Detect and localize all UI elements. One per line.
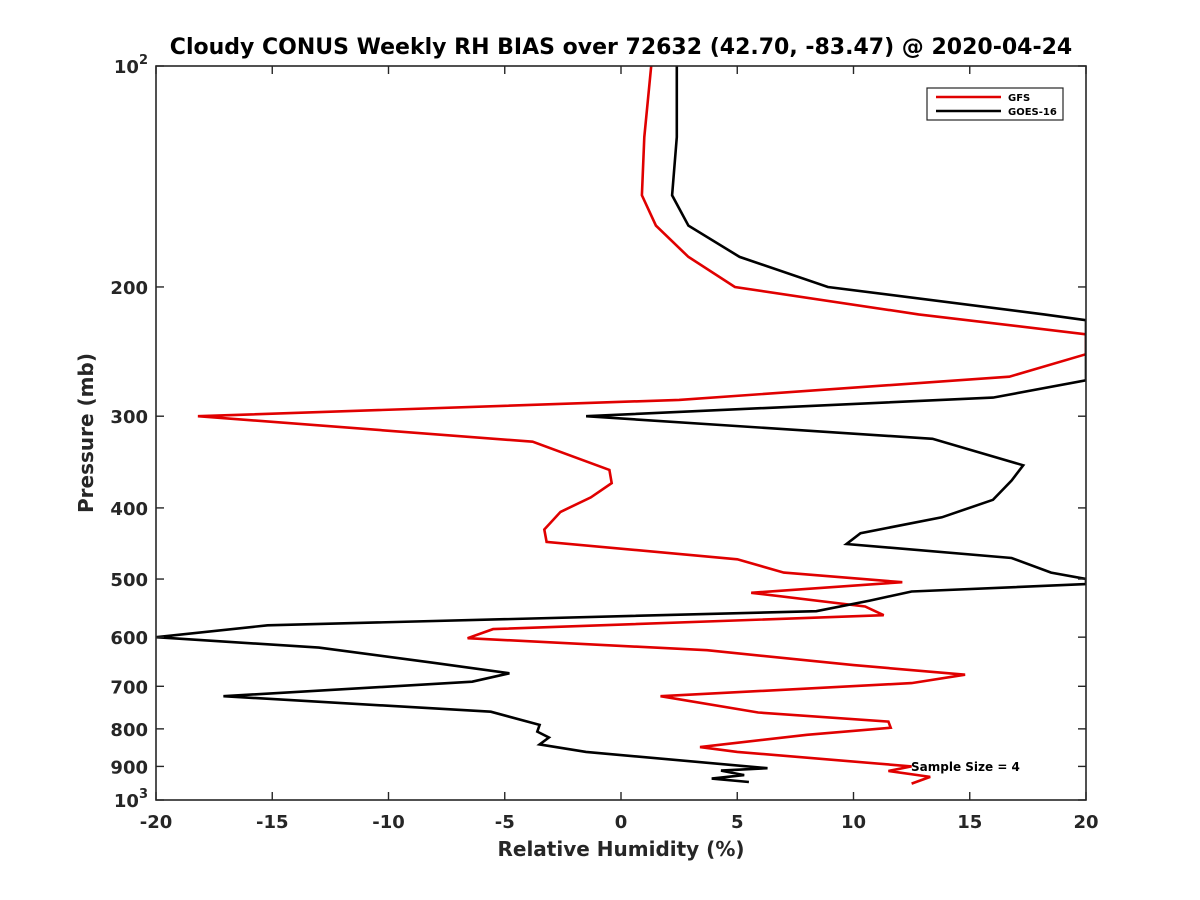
y-tick-label: 200 [110, 278, 148, 299]
x-axis: -20 -15 -10 -5 0 5 10 15 20 [140, 66, 1099, 833]
series-line-gfs [197, 66, 1086, 785]
x-tick-label: 5 [731, 812, 744, 833]
x-tick-label: -20 [140, 812, 173, 833]
legend: GFS GOES-16 [926, 87, 1064, 121]
legend-label: GFS [1008, 93, 1030, 104]
y-tick-label: 103 [114, 787, 148, 812]
x-tick-label: 15 [957, 812, 982, 833]
y-tick-label: 700 [110, 677, 148, 698]
plot-area [156, 66, 1086, 785]
series-layer [156, 66, 1086, 785]
sample-size-annotation: Sample Size = 4 [911, 760, 1020, 774]
y-tick-label: 400 [110, 499, 148, 520]
x-axis-label: Relative Humidity (%) [497, 837, 744, 861]
chart-title: Cloudy CONUS Weekly RH BIAS over 72632 (… [170, 35, 1072, 60]
x-tick-label: 0 [615, 812, 628, 833]
y-tick-label: 300 [110, 407, 148, 428]
y-tick-label: 500 [110, 570, 148, 591]
x-tick-label: 20 [1073, 812, 1098, 833]
legend-label: GOES-16 [1008, 107, 1057, 118]
y-axis: 102 200 300 400 500 600 700 800 900 103 [110, 53, 1086, 812]
x-tick-label: -15 [256, 812, 289, 833]
y-tick-label: 900 [110, 757, 148, 778]
x-tick-label: -10 [372, 812, 405, 833]
y-tick-label: 102 [114, 53, 148, 78]
x-tick-label: 10 [841, 812, 866, 833]
y-axis-label: Pressure (mb) [74, 353, 98, 513]
plot-frame [155, 65, 1087, 801]
series-line-goes-16 [156, 66, 1086, 784]
y-tick-label: 800 [110, 720, 148, 741]
legend-box [926, 87, 1064, 121]
x-tick-label: -5 [495, 812, 515, 833]
y-tick-label: 600 [110, 628, 148, 649]
